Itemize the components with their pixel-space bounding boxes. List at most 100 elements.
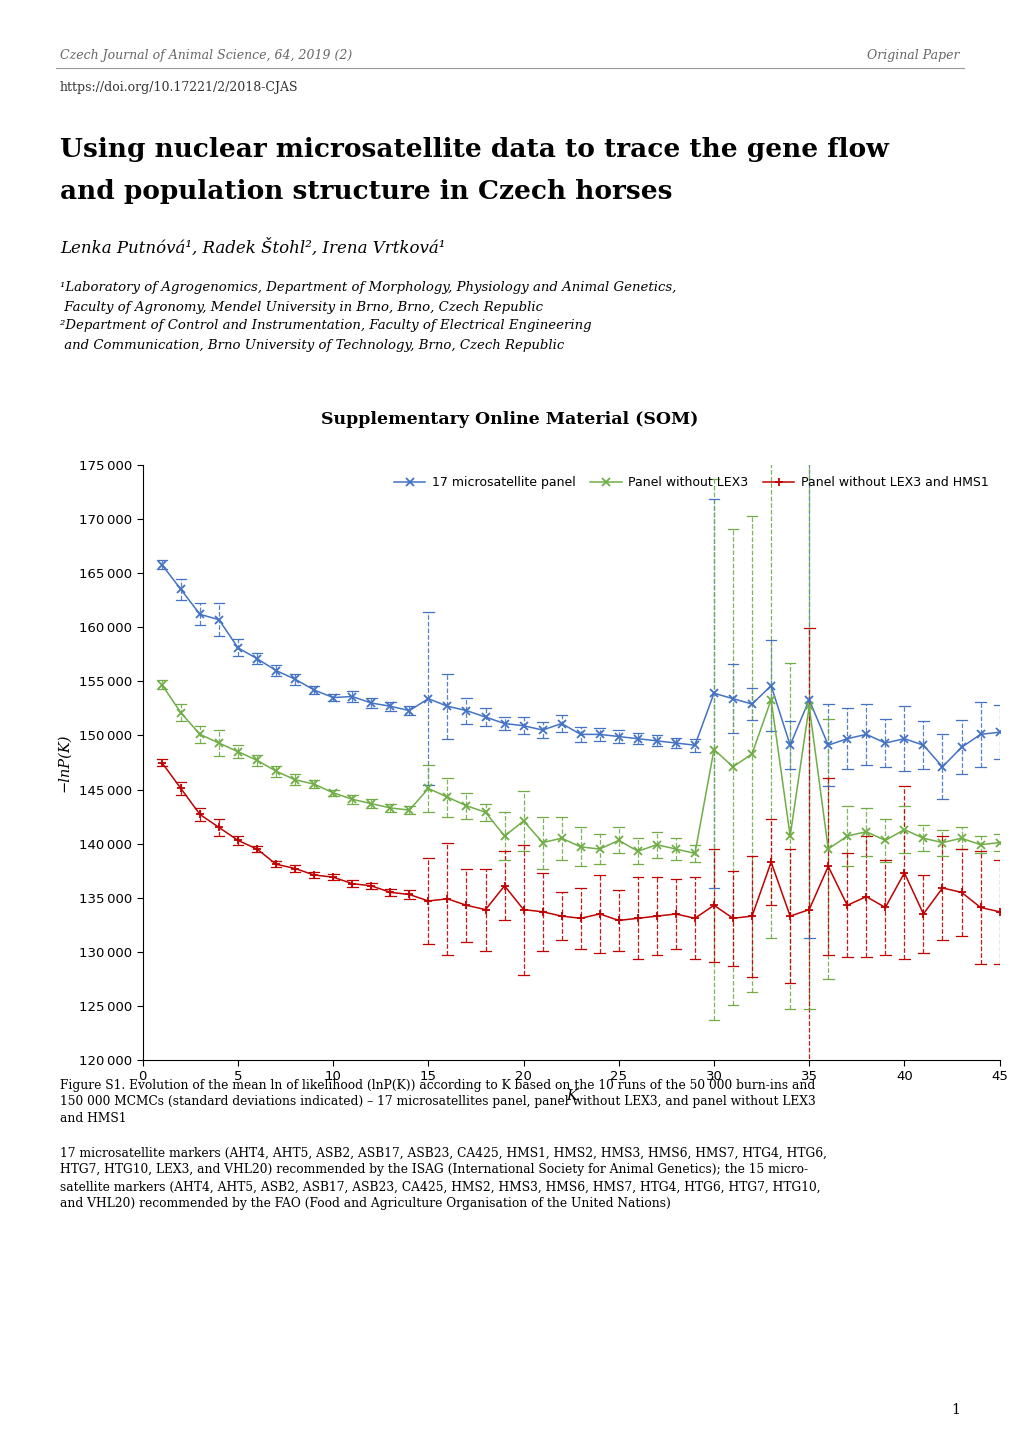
Panel without LEX3 and HMS1 bbox=[916, 906, 928, 923]
Panel without LEX3 and HMS1 bbox=[612, 911, 625, 929]
Panel without LEX3 bbox=[365, 795, 377, 812]
Panel without LEX3 bbox=[231, 743, 244, 760]
17 microsatellite panel bbox=[213, 611, 225, 629]
17 microsatellite panel bbox=[422, 691, 434, 708]
Panel without LEX3 and HMS1 bbox=[650, 907, 662, 924]
Panel without LEX3 bbox=[194, 725, 206, 743]
17 microsatellite panel bbox=[973, 725, 985, 743]
17 microsatellite panel bbox=[251, 650, 263, 668]
Panel without LEX3 bbox=[174, 704, 186, 721]
Panel without LEX3 and HMS1 bbox=[251, 841, 263, 858]
Panel without LEX3 bbox=[517, 812, 529, 829]
Panel without LEX3 bbox=[631, 842, 643, 859]
Panel without LEX3 and HMS1 bbox=[327, 868, 339, 885]
Text: https://doi.org/10.17221/2/2018-CJAS: https://doi.org/10.17221/2/2018-CJAS bbox=[60, 82, 299, 95]
Panel without LEX3 and HMS1 bbox=[288, 859, 301, 877]
Panel without LEX3 bbox=[650, 836, 662, 854]
17 microsatellite panel bbox=[460, 702, 472, 720]
Panel without LEX3 and HMS1 bbox=[935, 880, 948, 897]
17 microsatellite panel bbox=[498, 715, 511, 733]
Panel without LEX3 bbox=[270, 763, 282, 780]
Panel without LEX3 and HMS1 bbox=[156, 754, 168, 771]
Panel without LEX3 bbox=[669, 841, 682, 858]
17 microsatellite panel bbox=[479, 708, 491, 725]
Panel without LEX3 bbox=[327, 784, 339, 802]
Legend: 17 microsatellite panel, Panel without LEX3, Panel without LEX3 and HMS1: 17 microsatellite panel, Panel without L… bbox=[389, 472, 993, 495]
Panel without LEX3 bbox=[745, 746, 757, 763]
17 microsatellite panel bbox=[688, 737, 700, 754]
Panel without LEX3 bbox=[479, 803, 491, 820]
Text: ²Department of Control and Instrumentation, Faculty of Electrical Engineering: ²Department of Control and Instrumentati… bbox=[60, 320, 591, 333]
Panel without LEX3 and HMS1 bbox=[688, 910, 700, 927]
17 microsatellite panel bbox=[156, 555, 168, 572]
17 microsatellite panel bbox=[764, 678, 776, 695]
X-axis label: Κ: Κ bbox=[566, 1089, 576, 1103]
Panel without LEX3 bbox=[878, 832, 891, 849]
Text: ¹Laboratory of Agrogenomics, Department of Morphology, Physiology and Animal Gen: ¹Laboratory of Agrogenomics, Department … bbox=[60, 281, 676, 294]
Panel without LEX3 and HMS1 bbox=[841, 897, 853, 914]
Panel without LEX3 and HMS1 bbox=[727, 910, 739, 927]
Text: 1: 1 bbox=[950, 1403, 959, 1417]
Panel without LEX3 bbox=[156, 676, 168, 694]
Panel without LEX3 bbox=[859, 823, 871, 841]
Panel without LEX3 bbox=[593, 841, 605, 858]
Text: Czech Journal of Animal Science, 64, 2019 (2): Czech Journal of Animal Science, 64, 201… bbox=[60, 49, 352, 62]
Panel without LEX3 and HMS1 bbox=[174, 780, 186, 797]
17 microsatellite panel bbox=[650, 733, 662, 750]
17 microsatellite panel bbox=[745, 695, 757, 712]
Panel without LEX3 bbox=[403, 802, 415, 819]
17 microsatellite panel bbox=[784, 737, 796, 754]
Panel without LEX3 bbox=[555, 829, 568, 846]
17 microsatellite panel bbox=[993, 724, 1005, 741]
Panel without LEX3 bbox=[955, 829, 967, 846]
Panel without LEX3 bbox=[384, 799, 396, 816]
Panel without LEX3 and HMS1 bbox=[764, 854, 776, 871]
Panel without LEX3 and HMS1 bbox=[784, 907, 796, 924]
Panel without LEX3 bbox=[213, 734, 225, 751]
Line: Panel without LEX3: Panel without LEX3 bbox=[158, 681, 1003, 857]
Panel without LEX3 bbox=[802, 698, 814, 715]
17 microsatellite panel bbox=[327, 689, 339, 707]
Line: Panel without LEX3 and HMS1: Panel without LEX3 and HMS1 bbox=[158, 758, 1003, 924]
Panel without LEX3 and HMS1 bbox=[365, 877, 377, 894]
17 microsatellite panel bbox=[669, 734, 682, 751]
Panel without LEX3 and HMS1 bbox=[802, 901, 814, 919]
Panel without LEX3 and HMS1 bbox=[707, 897, 719, 914]
17 microsatellite panel bbox=[345, 688, 358, 705]
17 microsatellite panel bbox=[194, 606, 206, 623]
Panel without LEX3 and HMS1 bbox=[859, 888, 871, 906]
Text: Figure S1. Evolution of the mean ln of likelihood (lnP(Κ)) according to Κ based : Figure S1. Evolution of the mean ln of l… bbox=[60, 1079, 814, 1092]
Panel without LEX3 and HMS1 bbox=[441, 890, 453, 907]
Panel without LEX3 and HMS1 bbox=[213, 819, 225, 836]
Panel without LEX3 bbox=[498, 828, 511, 845]
Y-axis label: −lnP(Κ): −lnP(Κ) bbox=[57, 733, 70, 792]
Panel without LEX3 and HMS1 bbox=[555, 907, 568, 924]
Text: 150 000 MCMCs (standard deviations indicated) – 17 microsatellites panel, panel : 150 000 MCMCs (standard deviations indic… bbox=[60, 1096, 815, 1109]
Text: Original Paper: Original Paper bbox=[866, 49, 959, 62]
17 microsatellite panel bbox=[878, 734, 891, 751]
Text: HTG7, HTG10, LEX3, and VHL20) recommended by the ISAG (International Society for: HTG7, HTG10, LEX3, and VHL20) recommende… bbox=[60, 1164, 807, 1177]
17 microsatellite panel bbox=[384, 698, 396, 715]
17 microsatellite panel bbox=[536, 721, 548, 738]
Panel without LEX3 and HMS1 bbox=[460, 897, 472, 914]
17 microsatellite panel bbox=[612, 728, 625, 746]
Text: and population structure in Czech horses: and population structure in Czech horses bbox=[60, 179, 672, 205]
Text: 17 microsatellite markers (AHT4, AHT5, ASB2, ASB17, ASB23, CA425, HMS1, HMS2, HM: 17 microsatellite markers (AHT4, AHT5, A… bbox=[60, 1146, 826, 1159]
Panel without LEX3 bbox=[821, 841, 834, 858]
Text: Supplementary Online Material (SOM): Supplementary Online Material (SOM) bbox=[321, 411, 698, 428]
Panel without LEX3 and HMS1 bbox=[536, 903, 548, 920]
Panel without LEX3 bbox=[707, 741, 719, 758]
Panel without LEX3 and HMS1 bbox=[973, 898, 985, 916]
Panel without LEX3 and HMS1 bbox=[194, 806, 206, 823]
Text: and VHL20) recommended by the FAO (Food and Agriculture Organisation of the Unit: and VHL20) recommended by the FAO (Food … bbox=[60, 1197, 671, 1210]
Panel without LEX3 and HMS1 bbox=[745, 907, 757, 924]
17 microsatellite panel bbox=[365, 695, 377, 712]
Panel without LEX3 and HMS1 bbox=[878, 898, 891, 916]
Panel without LEX3 and HMS1 bbox=[993, 903, 1005, 920]
Panel without LEX3 bbox=[536, 833, 548, 851]
Text: and Communication, Brno University of Technology, Brno, Czech Republic: and Communication, Brno University of Te… bbox=[60, 339, 564, 352]
Panel without LEX3 bbox=[841, 828, 853, 845]
Panel without LEX3 and HMS1 bbox=[593, 906, 605, 923]
Text: Lenka Putnóvá¹, Radek Štohl², Irena Vrtková¹: Lenka Putnóvá¹, Radek Štohl², Irena Vrtk… bbox=[60, 239, 445, 257]
Text: Faculty of Agronomy, Mendel University in Brno, Brno, Czech Republic: Faculty of Agronomy, Mendel University i… bbox=[60, 300, 542, 313]
